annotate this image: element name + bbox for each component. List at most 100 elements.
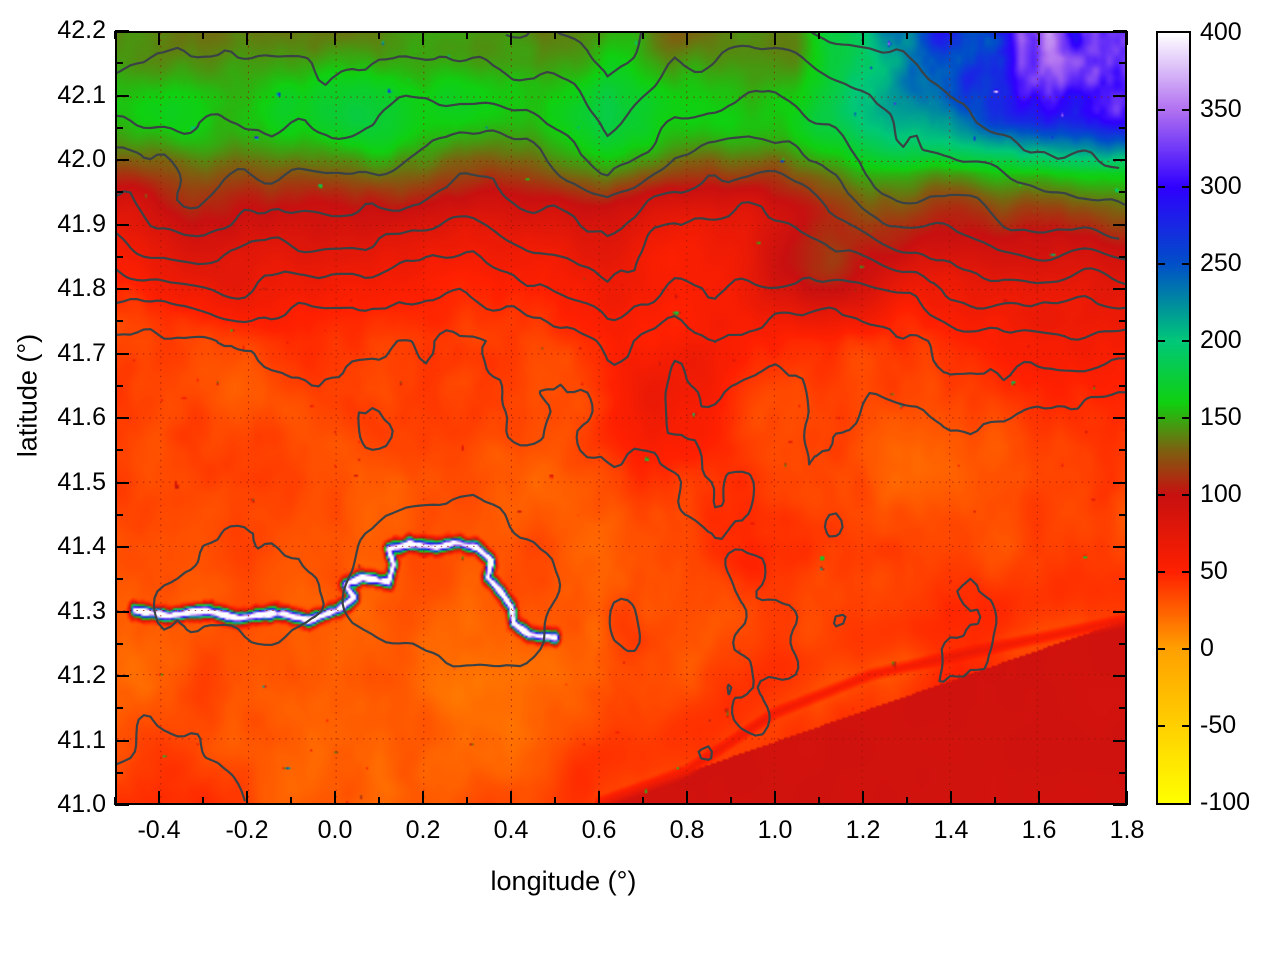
contour-line (1002, 357, 1125, 382)
y-axis-major-tick (1113, 223, 1127, 226)
y-axis-major-tick (115, 675, 129, 677)
contour-line (117, 250, 1066, 338)
y-axis-minor-tick (1119, 320, 1127, 323)
x-axis-major-tick (774, 31, 776, 45)
y-axis-minor-tick (1119, 62, 1127, 65)
y-axis-minor-tick (115, 578, 123, 581)
y-axis-tick-label: 41.6 (57, 403, 106, 431)
y-axis-major-tick (1113, 546, 1127, 548)
contour-line (664, 359, 1125, 540)
y-axis-major-tick (1113, 159, 1127, 161)
colorbar-tick-label: -50 (1200, 711, 1237, 739)
contour-line (117, 287, 1006, 382)
y-axis-tick-label: 42.2 (57, 16, 106, 44)
contour-line (1063, 328, 1125, 341)
x-axis-tick-label: 1.8 (1109, 816, 1145, 844)
colorbar-tick (1156, 494, 1165, 496)
y-axis-major-tick (115, 804, 129, 806)
y-axis-major-tick (115, 288, 129, 290)
colorbar-tick (1182, 571, 1191, 573)
contour-line (117, 169, 1125, 286)
contour-line (606, 33, 643, 78)
contour-line (117, 89, 1120, 240)
y-axis-tick-label: 41.9 (57, 209, 106, 238)
x-axis-minor-tick (290, 797, 292, 805)
colorbar-tick (1156, 417, 1165, 419)
contour-and-grid-overlay (117, 33, 1125, 803)
x-axis-major-tick (246, 791, 248, 805)
y-axis-tick-label: 41.4 (57, 532, 106, 560)
y-axis-minor-tick (115, 642, 123, 645)
y-axis-minor-tick (1119, 513, 1127, 516)
x-axis-tick-label: 0.4 (493, 816, 529, 844)
x-axis-major-tick (246, 31, 248, 45)
y-axis-minor-tick (1119, 191, 1127, 194)
colorbar-tick-label: 300 (1200, 172, 1242, 200)
y-axis-minor-tick (1119, 126, 1127, 129)
colorbar-tick (1182, 648, 1191, 650)
x-axis-title: longitude (°) (490, 866, 637, 896)
x-axis-major-tick (862, 791, 864, 805)
contour-line (608, 597, 642, 653)
y-axis-major-tick (115, 417, 129, 419)
colorbar-tick-label: 200 (1200, 326, 1242, 354)
x-axis-major-tick (862, 31, 864, 45)
y-axis-tick-label: 41.0 (57, 790, 106, 818)
contour-line (152, 524, 325, 647)
x-axis-major-tick (686, 31, 688, 45)
colorbar-tick-label: -100 (1200, 788, 1251, 816)
x-axis-tick-label: 1.0 (757, 816, 793, 844)
y-axis-tick-label: 41.8 (57, 274, 106, 302)
x-axis-tick-labels: -0.4 -0.2 0.0 0.2 0.4 0.6 0.8 1.0 1.2 1.4 1.6 1.8 (0, 818, 1280, 858)
gridlines (117, 33, 1125, 803)
x-axis-major-tick (1126, 31, 1128, 45)
y-axis-major-tick (1113, 481, 1127, 484)
contour-line (938, 577, 998, 683)
contour-line (117, 328, 717, 539)
x-axis-minor-tick (290, 31, 292, 39)
y-axis-major-tick (115, 546, 129, 548)
colorbar-tick (1182, 186, 1191, 188)
colorbar-tick (1156, 263, 1165, 265)
y-axis-major-tick (115, 481, 129, 484)
x-axis-minor-tick (554, 797, 556, 805)
y-axis-minor-tick (115, 126, 123, 129)
x-axis-minor-tick (642, 797, 644, 805)
y-axis-major-tick (1113, 30, 1127, 32)
contour-line (823, 512, 844, 538)
colorbar-tick (1156, 340, 1165, 342)
x-axis-minor-tick (202, 31, 204, 39)
heatmap-plot-area (115, 31, 1127, 805)
y-axis-minor-tick (115, 513, 123, 516)
x-axis-minor-tick (818, 797, 820, 805)
contour-line (697, 745, 713, 761)
y-axis-major-tick (115, 94, 129, 97)
y-axis-major-tick (1113, 804, 1127, 806)
y-axis-minor-tick (1119, 771, 1127, 774)
terrain-contours (117, 33, 1125, 802)
colorbar-tick (1182, 263, 1191, 265)
y-axis-major-tick (115, 352, 129, 355)
x-axis-minor-tick (554, 31, 556, 39)
y-axis-major-tick (1113, 352, 1127, 355)
colorbar-tick-label: 250 (1200, 249, 1242, 277)
y-axis-minor-tick (115, 384, 123, 387)
colorbar-tick (1156, 109, 1165, 111)
colorbar-tick-label: 350 (1200, 95, 1242, 123)
x-axis-tick-label: 0.0 (317, 816, 353, 844)
contour-line (557, 33, 609, 78)
x-axis-major-tick (1038, 31, 1040, 45)
x-axis-major-tick (598, 791, 600, 805)
x-axis-tick-label: 0.6 (581, 816, 617, 844)
y-axis-tick-label: 41.7 (57, 338, 106, 367)
x-axis-minor-tick (202, 797, 204, 805)
colorbar-tick (1156, 571, 1165, 573)
y-axis-minor-tick (1119, 578, 1127, 581)
colorbar-tick (1182, 340, 1191, 342)
x-axis-minor-tick (994, 31, 996, 39)
x-axis-minor-tick (818, 31, 820, 39)
y-axis-major-tick (1113, 288, 1127, 290)
y-axis-major-tick (115, 610, 129, 613)
colorbar-tick (1156, 186, 1165, 188)
